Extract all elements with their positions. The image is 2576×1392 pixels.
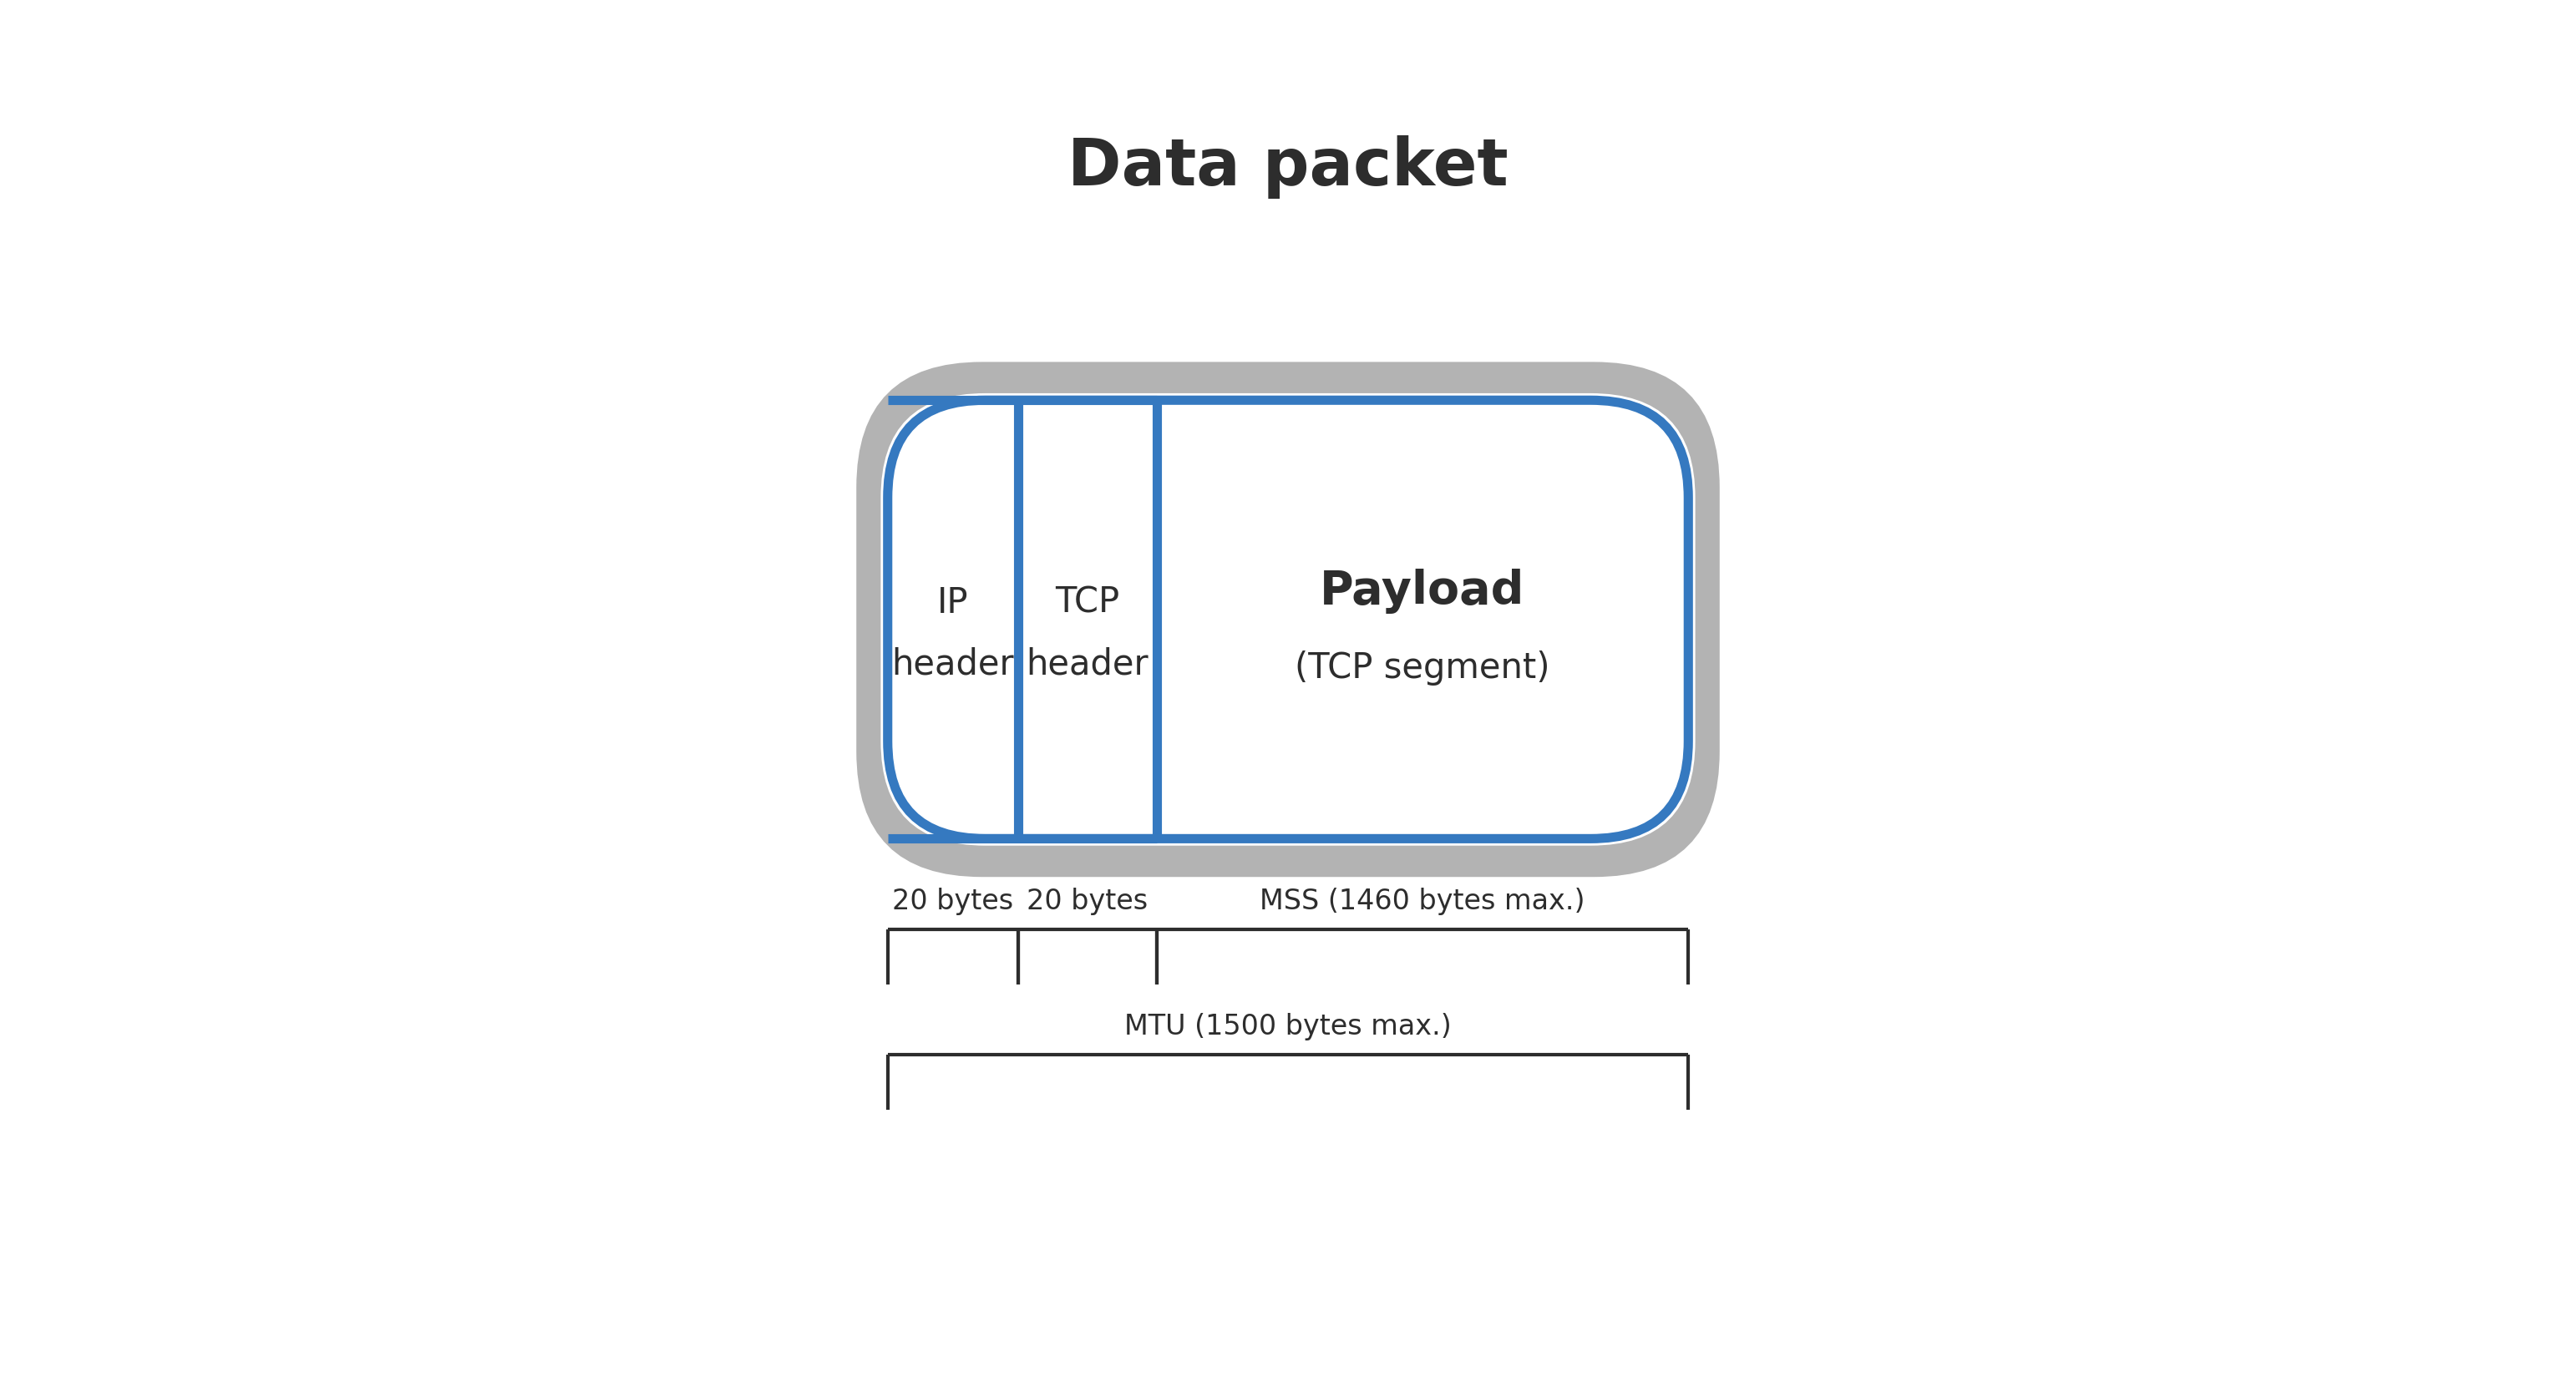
Text: header: header xyxy=(1025,646,1149,682)
Text: MSS (1460 bytes max.): MSS (1460 bytes max.) xyxy=(1260,888,1584,916)
Text: Payload: Payload xyxy=(1319,569,1525,614)
Text: MTU (1500 bytes max.): MTU (1500 bytes max.) xyxy=(1123,1013,1453,1041)
Text: 20 bytes: 20 bytes xyxy=(1028,888,1149,916)
FancyBboxPatch shape xyxy=(881,394,1695,845)
Text: header: header xyxy=(891,646,1015,682)
Text: TCP: TCP xyxy=(1056,585,1121,621)
Text: 20 bytes: 20 bytes xyxy=(891,888,1012,916)
Text: IP: IP xyxy=(938,585,969,621)
FancyBboxPatch shape xyxy=(855,362,1721,877)
Text: Data packet: Data packet xyxy=(1066,135,1510,199)
FancyBboxPatch shape xyxy=(889,401,1687,838)
Text: (TCP segment): (TCP segment) xyxy=(1296,650,1551,686)
